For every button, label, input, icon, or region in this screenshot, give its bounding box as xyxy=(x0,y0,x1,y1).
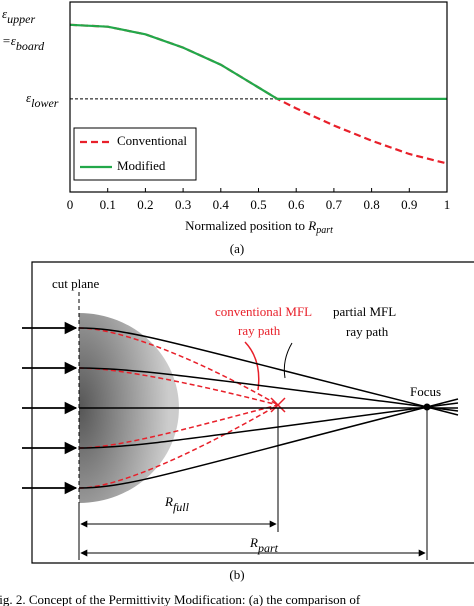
symbol: ε xyxy=(26,90,32,105)
x-tick-label: 0.6 xyxy=(288,197,305,212)
x-axis-label: Normalized position to Rpart xyxy=(185,218,333,236)
x-tick-label: 0.2 xyxy=(137,197,153,212)
subscript: full xyxy=(173,500,190,514)
cut-plane-label: cut plane xyxy=(52,276,100,291)
subscript: part xyxy=(315,225,333,236)
chart-a: 0 0.1 0.2 0.3 0.4 0.5 0.6 0.7 0.8 0.9 1εupper=εboa… xyxy=(2,1,451,236)
subscript: upper xyxy=(7,12,35,26)
diagram-b: cut plane conventional MFL ray path part… xyxy=(22,261,474,564)
subscript: part xyxy=(257,541,279,555)
conventional-label: ray path xyxy=(238,323,281,338)
r-full-label: Rfull xyxy=(164,494,190,514)
x-tick-label: 0.5 xyxy=(250,197,266,212)
legend-box xyxy=(73,127,197,181)
x-tick-label: 0.3 xyxy=(175,197,191,212)
caption: Fig. 2. Concept of the Permittivity Modi… xyxy=(0,592,361,606)
symbol: R xyxy=(307,218,316,233)
y-tick-label: εlower xyxy=(26,90,59,110)
subscript: board xyxy=(16,39,45,53)
symbol: R xyxy=(164,494,173,509)
symbol: ε xyxy=(2,6,8,21)
x-tick-label: 0 xyxy=(67,197,74,212)
frame xyxy=(31,261,474,564)
focus-point xyxy=(423,403,431,411)
label-text: Normalized position to xyxy=(185,218,308,233)
partial-label: ray path xyxy=(346,324,389,339)
legend-label: Modified xyxy=(117,158,166,173)
partial-rays xyxy=(78,327,459,489)
x-tick-label: 1 xyxy=(444,197,451,212)
legend-label: Conventional xyxy=(117,133,187,148)
focus-label: Focus xyxy=(410,384,441,399)
symbol: R xyxy=(249,535,258,550)
symbol: =ε xyxy=(2,33,17,48)
panel-label: (b) xyxy=(229,567,244,582)
series-line xyxy=(69,23,447,100)
input-arrows xyxy=(22,321,78,495)
plot-frame xyxy=(69,1,448,193)
x-tick-label: 0.4 xyxy=(213,197,230,212)
y-tick-label: εupper xyxy=(2,6,35,26)
subscript: lower xyxy=(31,96,59,110)
partial-label: partial MFL xyxy=(333,304,396,319)
r-part-label: Rpart xyxy=(249,535,279,555)
x-tick-label: 0.1 xyxy=(100,197,116,212)
x-tick-label: 0.7 xyxy=(326,197,343,212)
x-tick-label: 0.9 xyxy=(401,197,417,212)
conventional-label: conventional MFL xyxy=(215,304,312,319)
x-tick-label: 0.8 xyxy=(363,197,379,212)
panel-label: (a) xyxy=(230,241,244,256)
y-note: =εboard xyxy=(2,33,45,53)
